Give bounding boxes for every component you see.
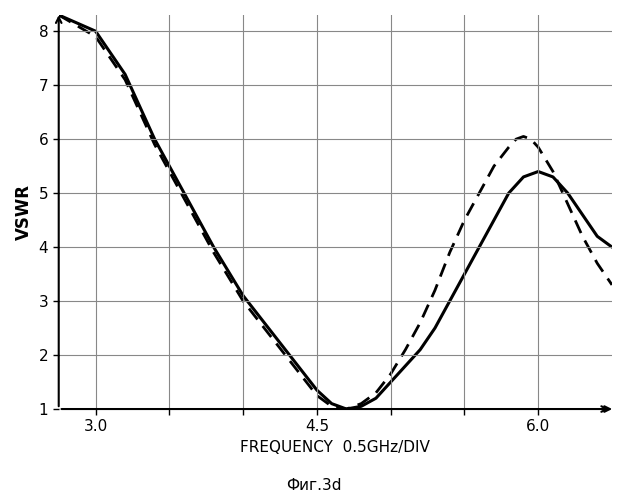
Y-axis label: VSWR: VSWR xyxy=(15,184,33,240)
X-axis label: FREQUENCY  0.5GHz/DIV: FREQUENCY 0.5GHz/DIV xyxy=(240,440,430,455)
Text: Фиг.3d: Фиг.3d xyxy=(286,478,341,493)
